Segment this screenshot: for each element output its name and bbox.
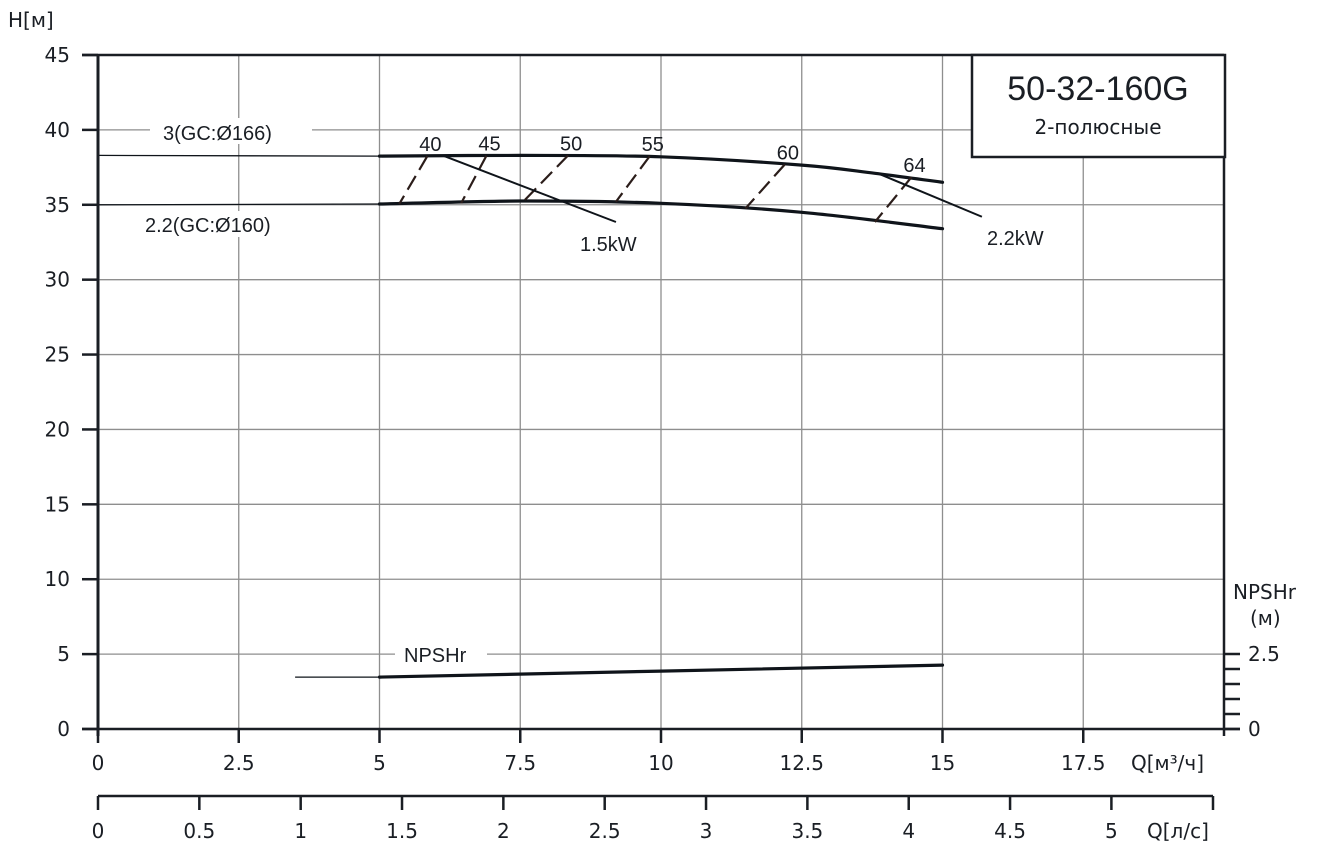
x2-tick-label: 1.5 <box>386 819 418 843</box>
x2-tick-label: 4 <box>902 819 915 843</box>
power-line-1-5kW <box>443 155 617 223</box>
npsh-axis-unit: (м) <box>1250 606 1281 630</box>
x2-tick-label: 1 <box>294 819 307 843</box>
efficiency-label-64: 64 <box>903 155 925 177</box>
x-tick-label: 0 <box>92 751 105 775</box>
x-tick-label: 15 <box>930 751 955 775</box>
x2-axis-title: Q[л/с] <box>1147 819 1209 843</box>
npsh-axis-title: NPSHr <box>1233 580 1297 604</box>
efficiency-label-40: 40 <box>419 134 441 156</box>
efficiency-line-64 <box>874 176 913 223</box>
curve-3-gc-166- <box>377 153 945 184</box>
y-axis-title: H[м] <box>8 8 54 32</box>
grid-lines <box>98 55 1224 729</box>
power-label-1-5kw: 1.5kW <box>580 234 637 256</box>
y-tick-label: 5 <box>57 642 70 666</box>
x-tick-label: 10 <box>648 751 673 775</box>
y-tick-label: 30 <box>45 268 70 292</box>
model-subtitle: 2-полюсные <box>1034 115 1161 139</box>
x-tick-label: 17.5 <box>1061 751 1106 775</box>
x2-tick-label: 0.5 <box>183 819 215 843</box>
model-title: 50-32-160G <box>1007 70 1188 108</box>
efficiency-line-55 <box>615 155 651 203</box>
axes <box>82 53 1240 810</box>
efficiency-line-45 <box>460 155 488 204</box>
y-tick-label: 40 <box>45 118 70 142</box>
y-tick-label: 20 <box>45 417 70 441</box>
x-tick-label: 5 <box>373 751 386 775</box>
x2-tick-label: 2.5 <box>589 819 621 843</box>
power-label-2-2kw: 2.2kW <box>987 228 1044 250</box>
efficiency-label-45: 45 <box>478 134 500 156</box>
x2-tick-label: 3 <box>700 819 713 843</box>
npsh-tick-label: 2.5 <box>1248 642 1280 666</box>
efficiency-line-50 <box>522 154 569 203</box>
y-tick-label: 10 <box>45 567 70 591</box>
y-tick-label: 35 <box>45 193 70 217</box>
efficiency-label-60: 60 <box>777 142 799 164</box>
x2-tick-label: 0 <box>92 819 105 843</box>
x-axis-title: Q[м³/ч] <box>1131 751 1204 775</box>
curve-npshr <box>377 663 945 679</box>
y-tick-label: 25 <box>45 343 70 367</box>
efficiency-label-55: 55 <box>642 134 664 156</box>
efficiency-line-40 <box>398 155 429 205</box>
curve-label-upper: 3(GC:Ø166) <box>163 123 272 145</box>
x-tick-label: 2.5 <box>223 751 255 775</box>
x2-tick-label: 4.5 <box>994 819 1026 843</box>
x2-tick-label: 5 <box>1105 819 1118 843</box>
curve-thin-2-2-gc-160- <box>97 203 380 206</box>
y-tick-label: 15 <box>45 492 70 516</box>
efficiency-label-50: 50 <box>560 133 582 155</box>
x-tick-label: 7.5 <box>504 751 536 775</box>
performance-curves: 40 45 50 55 60 64 <box>97 133 983 679</box>
y-tick-label: 45 <box>45 43 70 67</box>
curve-2-2-gc-160- <box>377 199 945 231</box>
efficiency-line-60 <box>744 163 786 210</box>
power-line-2-2kW <box>877 172 983 218</box>
model-info-box: 50-32-160G 2-полюсные <box>970 53 1227 159</box>
x2-tick-label: 3.5 <box>791 819 823 843</box>
curve-label-lower: 2.2(GC:Ø160) <box>145 215 271 237</box>
x2-tick-label: 2 <box>497 819 510 843</box>
npsh-tick-label: 0 <box>1248 717 1261 741</box>
y-tick-label: 0 <box>57 717 70 741</box>
curve-thin-3-gc-166- <box>97 154 380 157</box>
curve-label-npsh: NPSHr <box>404 645 467 667</box>
x-tick-label: 12.5 <box>779 751 824 775</box>
